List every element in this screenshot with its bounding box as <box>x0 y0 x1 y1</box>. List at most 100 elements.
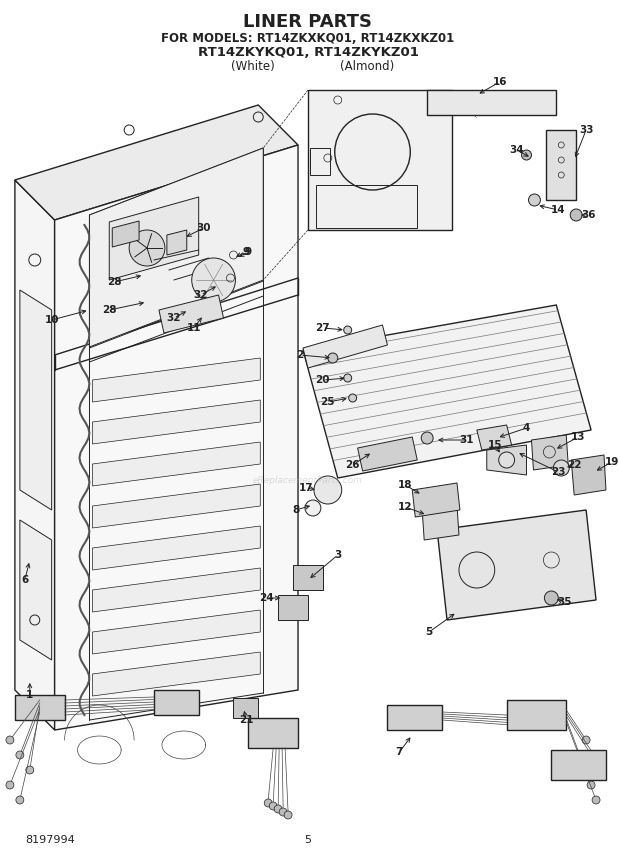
Circle shape <box>343 374 352 382</box>
Polygon shape <box>92 568 260 612</box>
Text: 28: 28 <box>102 305 117 315</box>
Polygon shape <box>154 690 198 715</box>
Polygon shape <box>15 105 298 220</box>
Text: 7: 7 <box>396 747 403 757</box>
Text: 24: 24 <box>259 593 273 603</box>
Text: 31: 31 <box>459 435 474 445</box>
Polygon shape <box>92 400 260 444</box>
Polygon shape <box>388 705 442 730</box>
Polygon shape <box>308 90 452 230</box>
Circle shape <box>274 805 282 813</box>
Circle shape <box>343 326 352 334</box>
Circle shape <box>129 230 165 266</box>
Polygon shape <box>15 695 64 720</box>
Circle shape <box>421 432 433 444</box>
Circle shape <box>553 460 569 476</box>
Circle shape <box>587 781 595 789</box>
Text: 33: 33 <box>579 125 593 135</box>
Polygon shape <box>546 130 576 200</box>
Polygon shape <box>92 358 260 402</box>
Circle shape <box>6 736 14 744</box>
Polygon shape <box>531 435 568 470</box>
Text: 14: 14 <box>551 205 565 215</box>
Text: 10: 10 <box>45 315 59 325</box>
Circle shape <box>544 591 558 605</box>
Circle shape <box>269 802 277 810</box>
Polygon shape <box>278 595 308 620</box>
Circle shape <box>16 751 24 759</box>
Circle shape <box>348 394 356 402</box>
Polygon shape <box>167 230 187 255</box>
Text: 12: 12 <box>398 502 412 512</box>
Text: 1: 1 <box>26 690 33 700</box>
Polygon shape <box>92 442 260 486</box>
Text: 27: 27 <box>316 323 330 333</box>
Circle shape <box>528 194 541 206</box>
Text: 32: 32 <box>193 290 208 300</box>
Text: 4: 4 <box>523 423 530 433</box>
Circle shape <box>284 811 292 819</box>
Circle shape <box>590 751 598 759</box>
Polygon shape <box>109 197 198 280</box>
Text: 18: 18 <box>398 480 412 490</box>
Text: 30: 30 <box>197 223 211 233</box>
Circle shape <box>582 736 590 744</box>
Polygon shape <box>92 484 260 528</box>
Polygon shape <box>437 510 596 620</box>
Polygon shape <box>234 698 259 718</box>
Circle shape <box>305 500 321 516</box>
Text: 23: 23 <box>551 467 565 477</box>
Polygon shape <box>427 90 556 115</box>
Text: (White): (White) <box>231 60 275 73</box>
Polygon shape <box>487 445 526 475</box>
Polygon shape <box>293 565 323 590</box>
Text: 32: 32 <box>167 313 181 323</box>
Text: 25: 25 <box>321 397 335 407</box>
Text: FOR MODELS: RT14ZKXKQ01, RT14ZKXKZ01: FOR MODELS: RT14ZKXKQ01, RT14ZKXKZ01 <box>161 32 454 45</box>
Text: 5: 5 <box>425 627 433 637</box>
Text: 16: 16 <box>492 77 507 87</box>
Polygon shape <box>422 505 459 540</box>
Polygon shape <box>15 180 55 730</box>
Polygon shape <box>303 325 388 368</box>
Text: LINER PARTS: LINER PARTS <box>244 13 373 31</box>
Polygon shape <box>92 526 260 570</box>
Circle shape <box>314 476 342 504</box>
Circle shape <box>498 452 515 468</box>
Text: 28: 28 <box>107 277 122 287</box>
Text: 8: 8 <box>293 505 299 515</box>
Text: 20: 20 <box>316 375 330 385</box>
Text: 2: 2 <box>296 350 304 360</box>
Circle shape <box>26 766 33 774</box>
Polygon shape <box>20 290 51 510</box>
Text: 35: 35 <box>557 597 572 607</box>
Circle shape <box>279 808 287 816</box>
Polygon shape <box>159 295 224 333</box>
Polygon shape <box>358 437 417 471</box>
Text: 9: 9 <box>243 247 250 257</box>
Text: 17: 17 <box>299 483 313 493</box>
Text: RT14ZKYKQ01, RT14ZKYKZ01: RT14ZKYKQ01, RT14ZKYKZ01 <box>198 45 418 58</box>
Polygon shape <box>89 148 264 347</box>
Text: eReplacementParts.com: eReplacementParts.com <box>253 475 363 484</box>
Polygon shape <box>20 520 51 660</box>
Polygon shape <box>507 700 566 730</box>
Text: 13: 13 <box>571 432 585 442</box>
Text: 6: 6 <box>21 575 29 585</box>
Text: 8197994: 8197994 <box>25 835 74 845</box>
Polygon shape <box>55 145 298 730</box>
Circle shape <box>16 796 24 804</box>
Circle shape <box>592 796 600 804</box>
Text: 15: 15 <box>487 440 502 450</box>
Circle shape <box>328 353 338 363</box>
Polygon shape <box>249 718 298 748</box>
Circle shape <box>192 258 236 302</box>
Text: 36: 36 <box>581 210 595 220</box>
Text: 22: 22 <box>567 460 582 470</box>
Polygon shape <box>92 610 260 654</box>
Polygon shape <box>92 652 260 696</box>
Text: 19: 19 <box>604 457 619 467</box>
Circle shape <box>570 209 582 221</box>
Text: (Almond): (Almond) <box>340 60 395 73</box>
Text: 26: 26 <box>345 460 360 470</box>
